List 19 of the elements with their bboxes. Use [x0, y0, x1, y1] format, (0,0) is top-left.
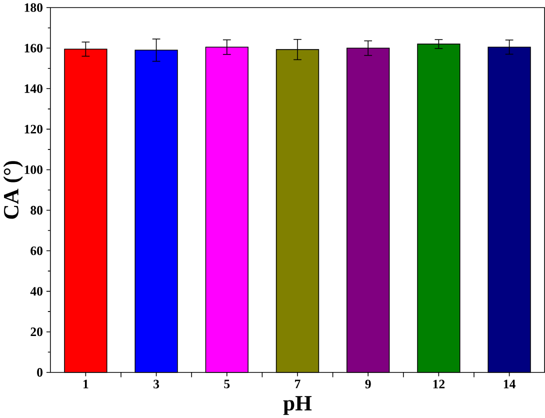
y-tick-label: 80: [30, 206, 42, 214]
x-tick-label: 1: [84, 380, 88, 388]
y-tick-label: 40: [30, 286, 42, 296]
y-tick-label: 140: [24, 84, 42, 93]
x-axis-title: pH: [283, 396, 312, 415]
y-tick-label: 0: [37, 368, 42, 377]
y-tick-label: 60: [30, 246, 42, 256]
x-tick-label: 7: [295, 380, 300, 388]
y-axis-title: CA (°): [3, 160, 23, 219]
y-tick-label: 160: [24, 44, 42, 52]
y-tick-label: 20: [30, 327, 42, 336]
y-tick-label: 100: [24, 165, 42, 174]
x-tick-label: 12: [433, 380, 445, 388]
y-tick-label: 180: [24, 3, 42, 12]
x-tick-label: 5: [224, 380, 230, 388]
y-tick-label: 120: [24, 124, 42, 134]
x-tick-label: 14: [504, 380, 516, 388]
x-tick-label: 3: [154, 380, 160, 388]
x-tick-label: 9: [365, 380, 371, 388]
